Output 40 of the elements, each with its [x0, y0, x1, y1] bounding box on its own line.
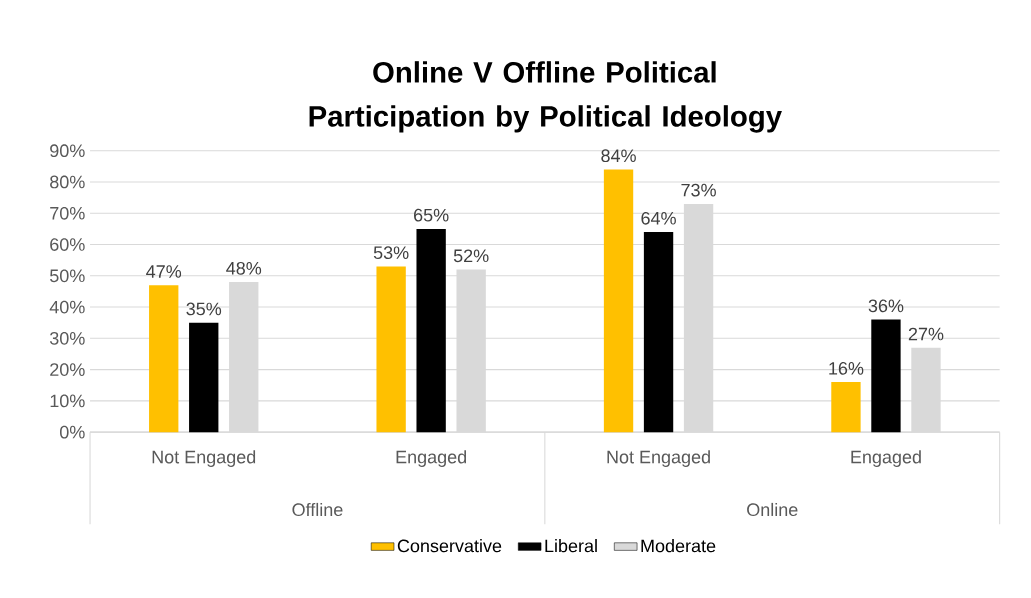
- y-tick-label: 0%: [60, 426, 85, 439]
- y-tick-label: 30%: [49, 332, 85, 345]
- data-label: 48%: [226, 262, 262, 275]
- text: Offline: [292, 503, 343, 517]
- x-tick-label: Engaged: [396, 450, 467, 468]
- legend-label: Moderate: [641, 539, 716, 553]
- y-tick-label: 90%: [50, 144, 85, 158]
- data-label: 53%: [373, 246, 409, 260]
- y-tick-label: 70%: [50, 207, 85, 220]
- y-tick-label: 80%: [50, 175, 85, 189]
- data-label: 35%: [186, 302, 222, 316]
- x-tick-label: Not Engaged: [152, 450, 256, 468]
- data-label: 47%: [146, 265, 182, 279]
- x-tick-label: Not Engaged: [607, 450, 710, 468]
- bar: [831, 382, 861, 433]
- y-tick-label: 40%: [49, 300, 85, 314]
- legend-label: Conservative: [397, 539, 502, 553]
- x-tick-label: Engaged: [851, 450, 921, 468]
- data-label: 16%: [829, 362, 864, 375]
- data-label: 73%: [681, 183, 716, 197]
- y-tick-label: 20%: [50, 363, 85, 377]
- data-label: 52%: [453, 249, 489, 263]
- chart-title: Online V Offline Political Participation by Political Ideology: [309, 61, 782, 133]
- data-label: 27%: [908, 327, 944, 341]
- y-tick-label: 60%: [50, 238, 85, 252]
- data-label: 64%: [641, 212, 676, 225]
- bar: [376, 266, 406, 433]
- bar: [603, 169, 634, 433]
- bar: [871, 319, 901, 433]
- bar: [643, 232, 674, 433]
- legend-label: Liberal: [545, 539, 597, 553]
- data-label: 65%: [414, 209, 449, 222]
- y-tick-label: 10%: [50, 394, 85, 408]
- bar: [189, 322, 219, 433]
- text: Online: [747, 503, 798, 517]
- bar: [149, 285, 179, 433]
- bar: [416, 229, 446, 433]
- data-label: 84%: [601, 149, 636, 163]
- data-label: 36%: [868, 299, 904, 313]
- y-tick-label: 50%: [49, 269, 85, 283]
